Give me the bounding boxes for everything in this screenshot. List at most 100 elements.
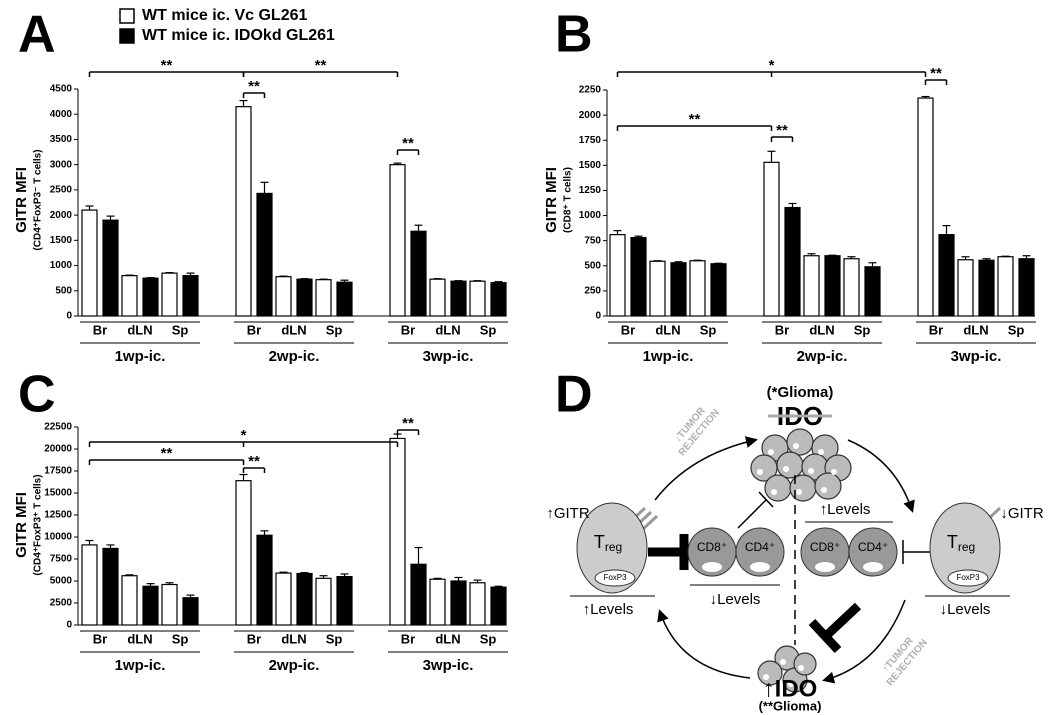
bar: [102, 219, 119, 317]
error-bar: [393, 162, 402, 165]
bar: [450, 280, 467, 317]
y-tick-label: 20000: [44, 444, 72, 455]
error-bar: [300, 572, 309, 574]
nucleus: [863, 562, 883, 572]
x-tick-label: dLN: [809, 322, 834, 337]
bar: [336, 281, 353, 317]
significance: **: [315, 57, 327, 74]
y-tick-label: 3500: [50, 134, 73, 145]
error-bar: [414, 546, 423, 565]
arrows: [654, 436, 930, 684]
gitr-label: ↑GITR: [546, 505, 589, 522]
inhibition: [648, 534, 862, 654]
y-tick-label: 1000: [50, 260, 73, 271]
error-bar: [714, 262, 723, 264]
error-bar: [85, 205, 94, 211]
x-tick-label: dLN: [127, 631, 152, 646]
x-tick-label: Br: [247, 631, 261, 646]
bar: [296, 572, 313, 626]
error-bar: [279, 571, 288, 574]
x-tick-label: Br: [929, 322, 943, 337]
x-tick-label: Br: [93, 631, 107, 646]
bar: [256, 534, 273, 626]
x-tick-label: Br: [93, 322, 107, 337]
foxp3-label: FoxP3: [603, 573, 627, 582]
bar: [630, 237, 647, 317]
error-bar: [125, 274, 134, 276]
error-bar: [165, 582, 174, 585]
error-bar: [146, 277, 155, 279]
bar: [142, 585, 159, 626]
bar: [784, 206, 801, 317]
bar: [81, 209, 98, 317]
error-bar: [319, 575, 328, 579]
y-tick-label: 3000: [50, 159, 73, 170]
bar: [843, 258, 860, 317]
x-tick-label: Br: [247, 322, 261, 337]
group-label: 1wp-ic.: [643, 348, 694, 365]
group-label: 1wp-ic.: [115, 348, 166, 365]
bar: [689, 260, 706, 317]
bar: [182, 597, 199, 626]
y-tick-label: 2250: [579, 85, 602, 96]
bar: [315, 577, 332, 626]
bar: [336, 575, 353, 626]
y-tick-label: 4000: [50, 109, 73, 120]
error-bar: [186, 272, 195, 276]
nucleus: [815, 562, 835, 572]
bar: [978, 259, 995, 317]
bar: [275, 276, 292, 317]
y-tick-label: 1500: [579, 160, 602, 171]
error-bar: [828, 254, 837, 256]
error-bar: [260, 530, 269, 536]
y-tick-label: 1500: [50, 235, 73, 246]
significance: **: [689, 111, 701, 128]
x-tick-label: dLN: [963, 322, 988, 337]
y-tick-label: 500: [55, 285, 72, 296]
y-tick-label: 0: [595, 311, 601, 322]
bar: [81, 544, 98, 626]
y-tick-label: 4500: [50, 84, 73, 95]
bar: [121, 275, 138, 317]
nucleus: [702, 562, 722, 572]
bar: [490, 586, 507, 626]
error-bar: [106, 215, 115, 221]
error-bar: [319, 278, 328, 280]
y-tick-label: 7500: [50, 554, 73, 565]
rejection-top: ↓TUMOR REJECTION: [673, 405, 722, 458]
y-axis-label: GITR MFI: [13, 492, 30, 558]
y-tick-label: 22500: [44, 422, 72, 433]
panel-letter: A: [18, 6, 56, 64]
y-tick-label: 17500: [44, 466, 72, 477]
bar: [389, 164, 406, 317]
treg-sub: reg: [605, 540, 622, 554]
error-bar: [85, 539, 94, 545]
cd4-label: CD4⁺: [745, 540, 775, 554]
significance: **: [161, 57, 173, 74]
y-tick-label: 1000: [579, 210, 602, 221]
bar: [429, 278, 446, 317]
bar: [957, 259, 974, 317]
cd8-label: CD8⁺: [810, 540, 840, 554]
error-bar: [473, 579, 482, 583]
error-bar: [1022, 255, 1031, 259]
x-tick-label: Br: [621, 322, 635, 337]
bar: [410, 563, 427, 626]
x-tick-label: dLN: [281, 631, 306, 646]
nucleus: [947, 569, 989, 587]
x-tick-label: Sp: [700, 322, 717, 337]
significance: **: [402, 415, 414, 432]
bar: [917, 97, 934, 317]
x-tick-label: Sp: [480, 322, 497, 337]
error-bar: [847, 256, 856, 259]
ido-label: ↑IDO: [763, 675, 818, 702]
error-bar: [239, 473, 248, 481]
treg-label: T: [947, 532, 958, 552]
group-label: 1wp-ic.: [115, 657, 166, 674]
error-bar: [788, 202, 797, 208]
y-axis-sublabel: (CD4⁺FoxP3⁻ T cells): [33, 149, 44, 250]
error-bar: [473, 280, 482, 282]
y-tick-label: 1750: [579, 135, 602, 146]
error-bar: [807, 253, 816, 256]
x-tick-label: Sp: [1008, 322, 1025, 337]
